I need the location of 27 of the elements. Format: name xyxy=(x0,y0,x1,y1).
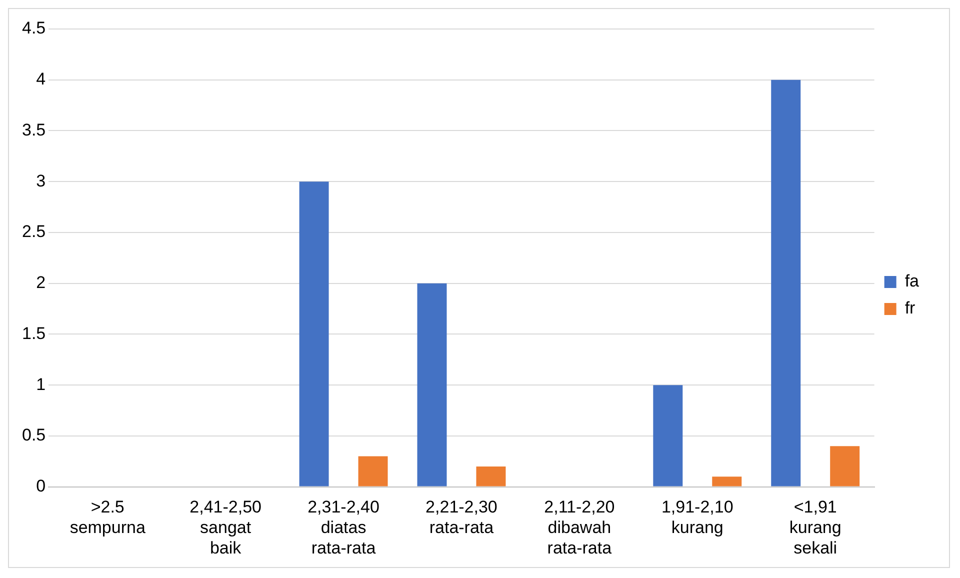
y-tick-label: 2 xyxy=(36,273,46,292)
bar xyxy=(653,385,683,486)
bar xyxy=(358,456,388,486)
y-tick-label: 1.5 xyxy=(22,324,46,343)
bar xyxy=(712,476,742,486)
x-tick-label: 2,11-2,20 dibawah rata-rata xyxy=(544,498,615,558)
x-tick-label: <1,91 kurang sekali xyxy=(789,498,842,558)
y-tick-label: 2.5 xyxy=(22,222,46,242)
bar xyxy=(476,466,506,486)
y-tick-label: 4.5 xyxy=(22,18,46,38)
x-tick-label: 1,91-2,10 kurang xyxy=(661,498,734,538)
x-tick-label: >2.5 sempurna xyxy=(70,498,146,538)
y-tick-label: 4 xyxy=(36,70,46,89)
y-tick-label: 0 xyxy=(36,476,46,496)
legend-label: fa xyxy=(904,272,920,291)
bar xyxy=(299,182,329,486)
x-tick-label: 2,31-2,40 diatas rata-rata xyxy=(308,498,380,558)
bar xyxy=(417,283,447,486)
x-tick-label: 2,21-2,30 rata-rata xyxy=(426,498,498,538)
y-tick-label: 3.5 xyxy=(22,120,46,140)
y-tick-label: 1 xyxy=(36,374,46,394)
bar xyxy=(830,446,860,486)
legend-label: fr xyxy=(904,298,916,318)
y-tick-label: 0.5 xyxy=(22,426,46,445)
y-tick-label: 3 xyxy=(36,171,46,190)
bar xyxy=(771,80,801,486)
x-tick-label: 2,41-2,50 sangat baik xyxy=(190,498,262,558)
